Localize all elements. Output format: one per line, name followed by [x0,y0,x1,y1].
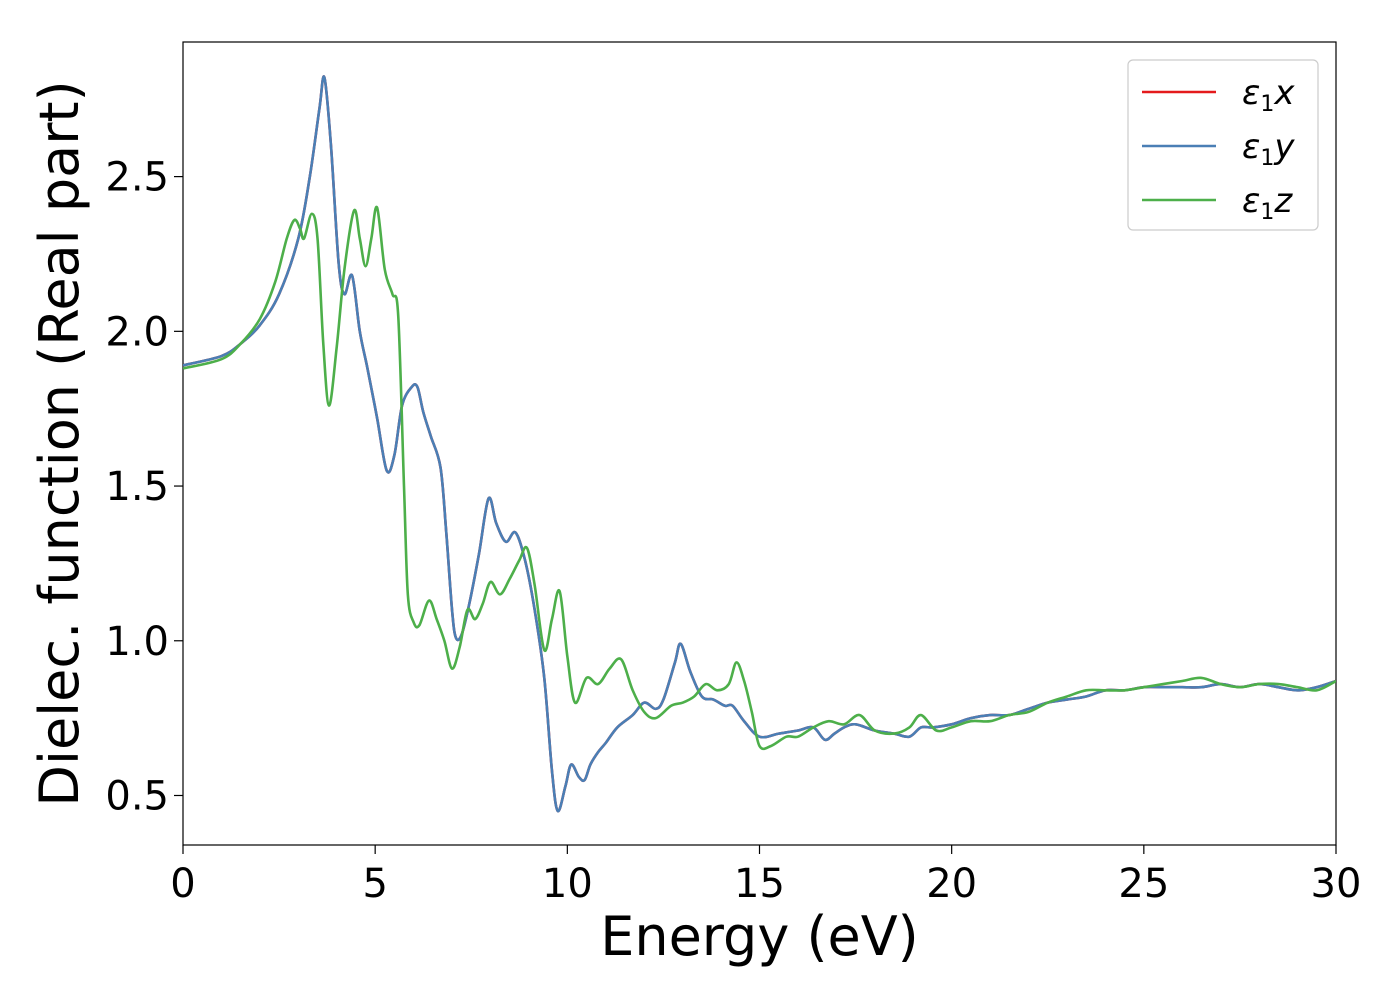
y-tick-label: 1.0 [105,619,169,665]
x-tick-label: 15 [734,861,785,907]
y-axis-title: Dielec. function (Real part) [28,80,91,806]
y-tick-label: 2.5 [105,155,169,201]
x-tick-label: 0 [170,861,195,907]
x-tick-label: 25 [1118,861,1169,907]
x-tick-label: 30 [1311,861,1362,907]
series-line-z [183,205,1336,751]
legend-label-x: ε1x [1242,73,1295,117]
x-tick-label: 10 [542,861,593,907]
y-axis: 0.5 1.0 1.5 2.0 2.5 [105,155,183,819]
legend-box [1127,59,1319,231]
y-tick-label: 0.5 [105,773,169,819]
x-tick-label: 20 [926,861,977,907]
x-axis: 0 5 10 15 20 25 30 [170,845,1361,907]
y-tick-label: 2.0 [105,309,169,355]
legend-label-z: ε1z [1242,181,1293,225]
series-group [183,75,1336,813]
series-line-y [183,75,1336,813]
x-axis-title: Energy (eV) [600,905,919,968]
legend-label-y: ε1y [1242,127,1295,171]
x-tick-label: 5 [362,861,387,907]
legend: ε1x ε1y ε1z [1127,59,1319,231]
y-tick-label: 1.5 [105,464,169,510]
